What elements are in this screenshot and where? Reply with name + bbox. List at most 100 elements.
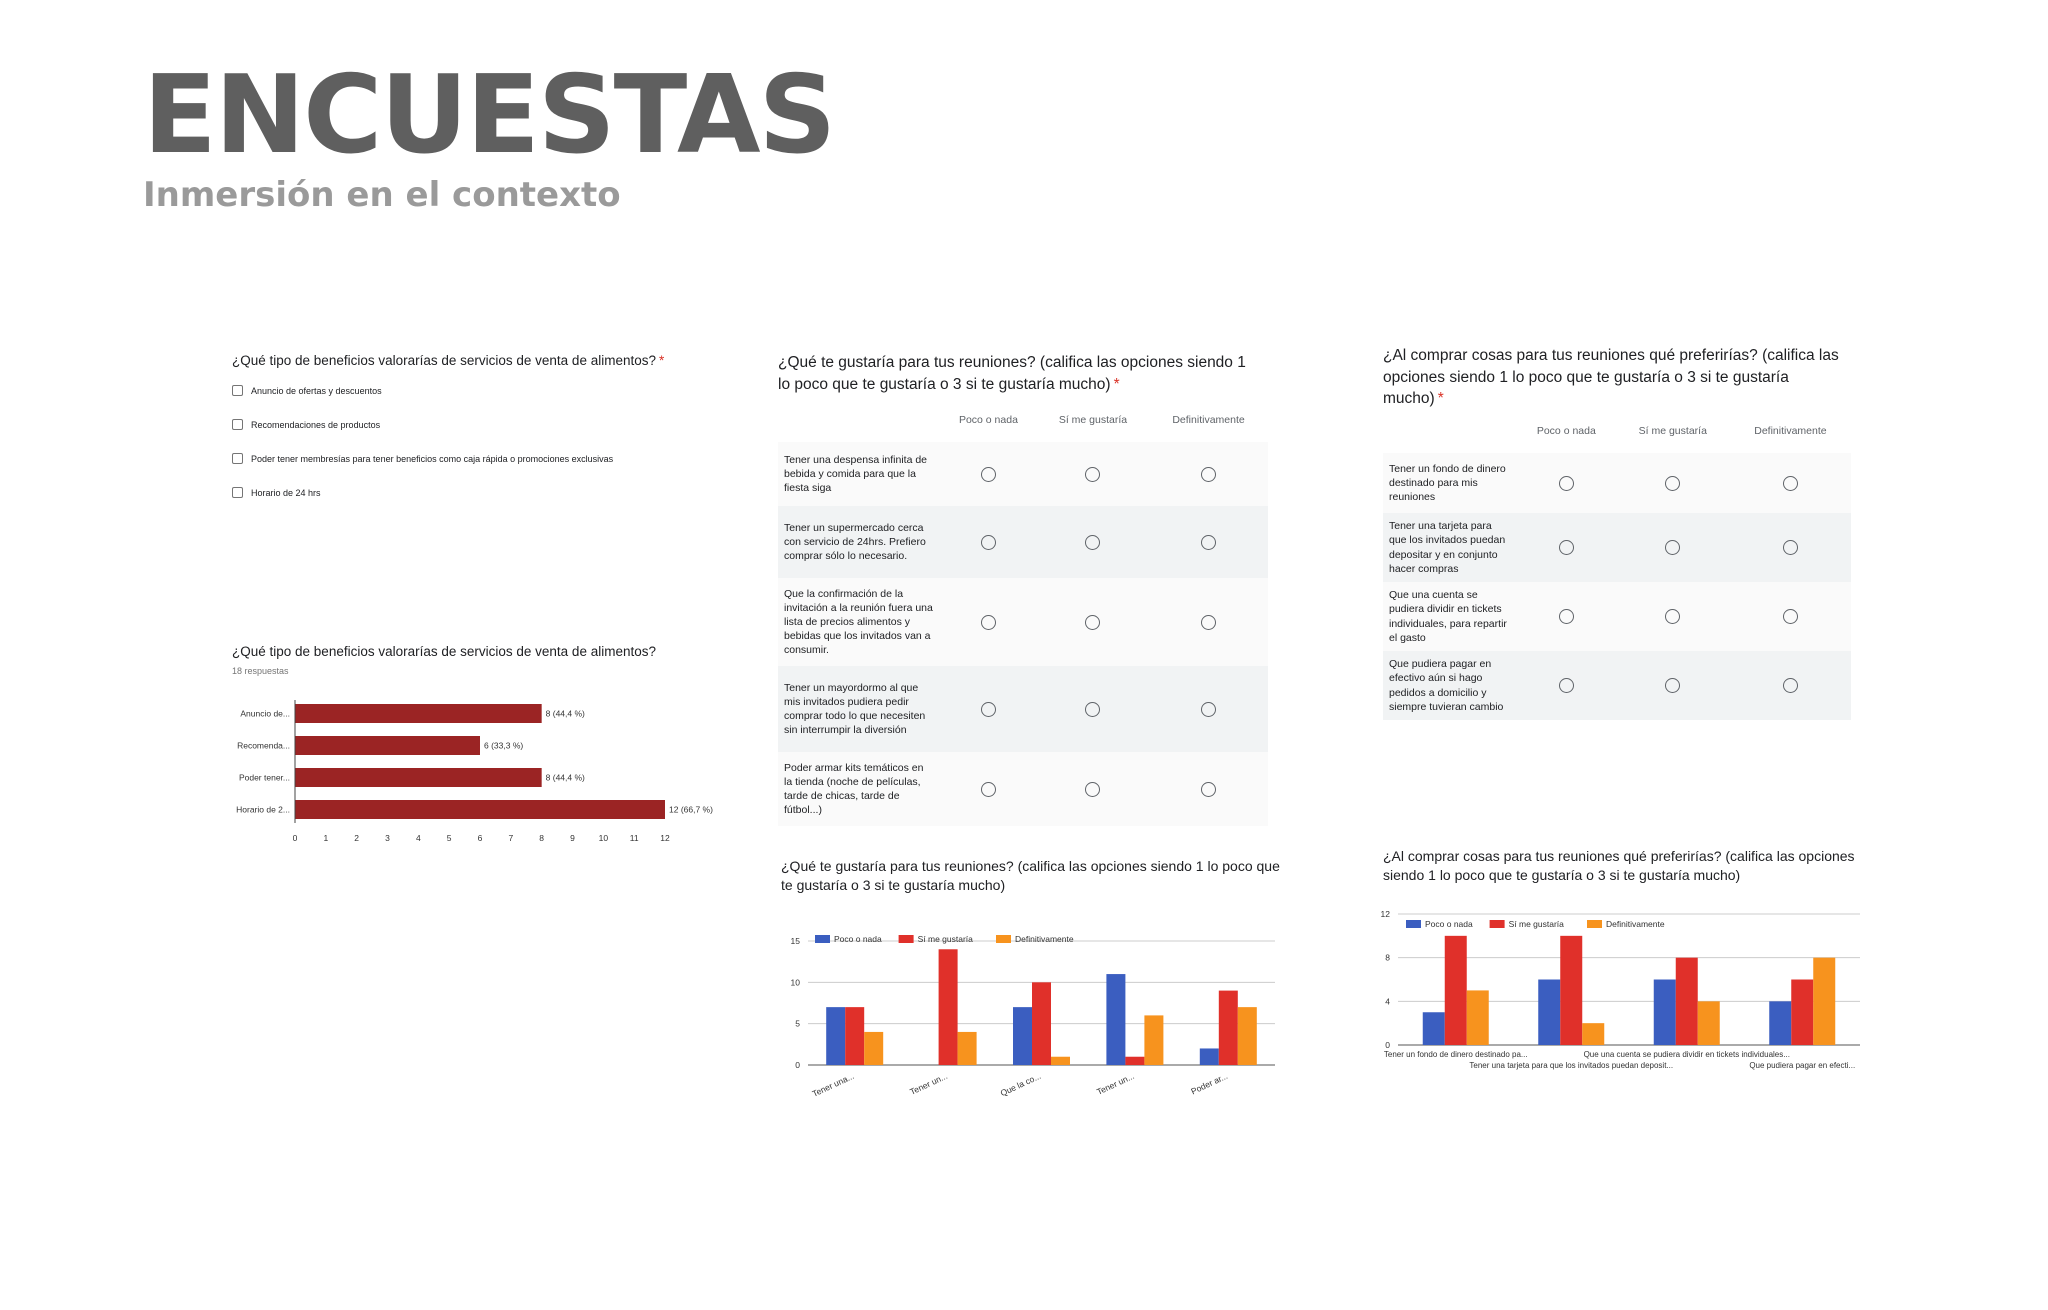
- chart2-svg: 0 5 10 15 Tener una... Tener un... Que la co..…: [791, 934, 1275, 1099]
- tick-label: 4: [416, 833, 421, 843]
- radio-button[interactable]: [1085, 534, 1101, 550]
- radio-button[interactable]: [1558, 540, 1574, 555]
- checkbox-option[interactable]: Anuncio de ofertas y descuentos: [232, 385, 382, 396]
- checkbox-option[interactable]: Poder tener membresías para tener benefi…: [232, 453, 613, 464]
- grid-cell: [1149, 506, 1268, 578]
- radio-button[interactable]: [1085, 466, 1101, 482]
- grid-cell: [1149, 666, 1268, 752]
- bar: [295, 800, 665, 819]
- radio-button[interactable]: [980, 781, 996, 797]
- bar: [826, 1007, 846, 1065]
- grid-row-label: Que pudiera pagar en efectivo aún si hag…: [1383, 651, 1517, 720]
- category-label: Horario de 2...: [236, 805, 290, 815]
- radio-button[interactable]: [1665, 609, 1681, 624]
- category-label: Que una cuenta se pudiera dividir en tic…: [1584, 1050, 1790, 1059]
- grid-row: Tener un supermercado cerca con servicio…: [778, 506, 1268, 578]
- radio-button[interactable]: [1201, 701, 1217, 717]
- radio-button[interactable]: [1665, 678, 1681, 693]
- bar: [1106, 974, 1126, 1065]
- radio-button[interactable]: [980, 701, 996, 717]
- checkbox-question: ¿Qué tipo de beneficios valorarías de se…: [232, 352, 664, 370]
- grid-cell: [1036, 666, 1150, 752]
- legend-label: Definitivamente: [1015, 934, 1074, 944]
- category-label: Anuncio de...: [240, 709, 290, 719]
- grid-cell: [1517, 582, 1616, 651]
- grid-cell: [940, 666, 1037, 752]
- tick-label: 5: [795, 1019, 800, 1029]
- checkbox-option-label: Anuncio de ofertas y descuentos: [251, 385, 382, 396]
- chart2-title: ¿Qué te gustaría para tus reuniones? (ca…: [781, 858, 1280, 893]
- bar: [845, 1007, 865, 1065]
- grid2-table: Poco o nada Sí me gustaría Definitivamente…: [1383, 409, 1851, 720]
- radio-button[interactable]: [1085, 701, 1101, 717]
- checkbox[interactable]: [232, 487, 243, 498]
- tick-label: 10: [599, 833, 609, 843]
- grid-cell: [940, 442, 1037, 506]
- checkbox[interactable]: [232, 453, 243, 464]
- tick-label: 9: [570, 833, 575, 843]
- tick-label: 6: [478, 833, 483, 843]
- grid-row-label: Tener una tarjeta para que los invitados…: [1383, 513, 1517, 582]
- grid-row-label: Poder armar kits temáticos en la tienda …: [778, 752, 940, 826]
- grid-cell: [1036, 506, 1150, 578]
- bar: [1653, 979, 1676, 1045]
- grid-column-header: Poco o nada: [958, 414, 1018, 426]
- radio-button[interactable]: [1665, 475, 1681, 491]
- radio-button[interactable]: [980, 466, 996, 482]
- tick-label: 12: [660, 833, 670, 843]
- category-label: Tener un...: [908, 1071, 949, 1097]
- bar: [1697, 1001, 1720, 1045]
- chart1-svg: Anuncio de... 8 (44,4 %) Recomenda... 6 (33…: [236, 700, 713, 843]
- category-label: Tener un fondo de dinero destinado pa...: [1384, 1050, 1528, 1059]
- category-label: Tener un...: [1095, 1071, 1136, 1097]
- radio-button[interactable]: [1558, 678, 1574, 693]
- tick-label: 15: [791, 936, 801, 946]
- bar: [1582, 1023, 1605, 1045]
- tick-label: 3: [385, 833, 390, 843]
- bar: [1444, 935, 1467, 1045]
- category-label: Poder tener...: [239, 773, 290, 783]
- radio-button[interactable]: [1201, 781, 1217, 797]
- radio-button[interactable]: [1558, 609, 1574, 624]
- tick-label: 5: [447, 833, 452, 843]
- grid-row-label: Tener un fondo de dinero destinado para …: [1383, 453, 1517, 513]
- checkbox-option[interactable]: Recomendaciones de productos: [232, 419, 380, 430]
- legend-label: Definitivamente: [1606, 919, 1665, 929]
- radio-button[interactable]: [1782, 475, 1798, 491]
- bar: [938, 949, 958, 1065]
- grid-cell: [940, 578, 1037, 666]
- chart3-svg: 0 4 8 12 Tener un fondo de dinero destinado …: [1381, 909, 1860, 1070]
- bar: [1013, 1007, 1032, 1065]
- radio-button[interactable]: [1201, 534, 1217, 550]
- radio-button[interactable]: [1782, 540, 1798, 555]
- radio-button[interactable]: [1201, 466, 1217, 482]
- grid1-table: Poco o nada Sí me gustaría Definitivamente…: [778, 398, 1268, 826]
- radio-button[interactable]: [1085, 781, 1101, 797]
- bar: [1791, 979, 1814, 1045]
- grid-cell: [1615, 513, 1730, 582]
- radio-button[interactable]: [980, 614, 996, 630]
- bar: [864, 1031, 884, 1065]
- radio-button[interactable]: [1085, 614, 1101, 630]
- radio-button[interactable]: [1201, 614, 1217, 630]
- radio-button[interactable]: [1558, 475, 1574, 491]
- tick-label: 1: [323, 833, 328, 843]
- grid-cell: [940, 506, 1037, 578]
- radio-button[interactable]: [980, 534, 996, 550]
- legend-label: Poco o nada: [834, 934, 882, 944]
- checkbox[interactable]: [232, 385, 243, 396]
- bar: [1032, 982, 1051, 1065]
- bar: [1051, 1056, 1070, 1065]
- radio-button[interactable]: [1782, 609, 1798, 624]
- checkbox-option-label: Recomendaciones de productos: [251, 419, 381, 430]
- tick-label: 10: [791, 977, 801, 987]
- category-label: Que la co...: [999, 1071, 1043, 1098]
- checkbox[interactable]: [232, 419, 243, 430]
- radio-button[interactable]: [1782, 678, 1798, 693]
- grid-row-label: Tener un supermercado cerca con servicio…: [778, 506, 940, 578]
- checkbox-option[interactable]: Horario de 24 hrs: [232, 487, 321, 498]
- data-label: 12 (66,7 %): [669, 805, 713, 815]
- radio-button[interactable]: [1665, 540, 1681, 555]
- legend-label: Poco o nada: [1425, 919, 1473, 929]
- grid-cell: [1036, 752, 1150, 826]
